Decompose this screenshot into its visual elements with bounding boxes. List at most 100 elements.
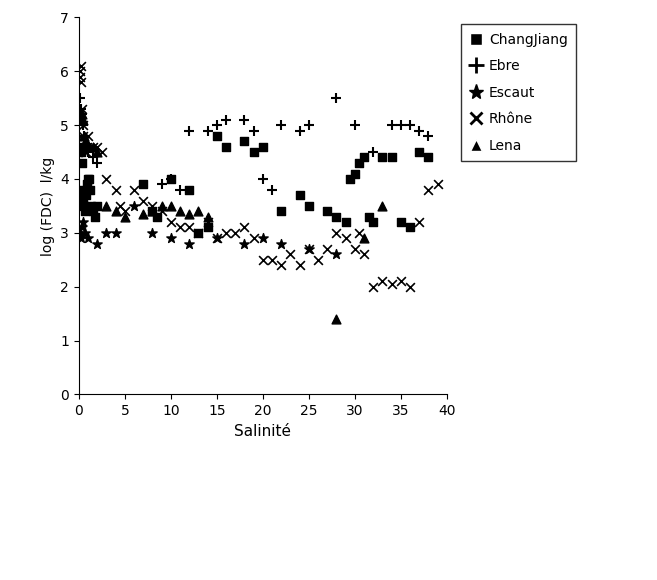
Rhône (423, 185, 434, 194)
Escaut (276, 239, 286, 248)
Rhône (87, 142, 98, 151)
Ebre (267, 185, 277, 194)
ChangJiang (184, 185, 194, 194)
Rhône (120, 206, 130, 216)
Escaut (110, 228, 121, 237)
Escaut (184, 239, 194, 248)
Escaut (92, 239, 102, 248)
Rhône (76, 61, 86, 71)
Ebre (276, 121, 286, 130)
Escaut (239, 239, 250, 248)
ChangJiang (193, 228, 204, 237)
Ebre (92, 158, 102, 168)
Rhône (129, 185, 139, 194)
Ebre (202, 126, 213, 135)
Rhône (81, 147, 91, 157)
ChangJiang (221, 142, 231, 151)
Rhône (359, 250, 369, 259)
ChangJiang (83, 175, 93, 184)
ChangJiang (345, 175, 355, 184)
Lena (87, 142, 98, 151)
Rhône (74, 67, 85, 76)
ChangJiang (80, 206, 91, 216)
Ebre (331, 93, 342, 103)
Lena (359, 234, 369, 243)
Rhône (294, 260, 305, 270)
ChangJiang (76, 147, 86, 157)
Lena (110, 206, 121, 216)
Ebre (414, 126, 424, 135)
Rhône (212, 234, 222, 243)
Rhône (193, 228, 204, 237)
Ebre (221, 115, 231, 124)
ChangJiang (239, 137, 250, 146)
Rhône (82, 142, 93, 151)
Escaut (258, 234, 268, 243)
Rhône (221, 228, 231, 237)
Rhône (76, 77, 86, 86)
ChangJiang (85, 185, 95, 194)
Escaut (129, 201, 139, 211)
Ebre (304, 121, 314, 130)
Rhône (76, 104, 87, 114)
ChangJiang (78, 185, 88, 194)
ChangJiang (276, 206, 286, 216)
Rhône (386, 280, 397, 289)
Rhône (304, 244, 314, 253)
Rhône (313, 255, 323, 264)
ChangJiang (152, 212, 162, 222)
Rhône (115, 201, 125, 211)
ChangJiang (363, 212, 374, 222)
Escaut (83, 234, 93, 243)
Escaut (212, 234, 222, 243)
ChangJiang (212, 131, 222, 140)
ChangJiang (405, 223, 415, 232)
Ebre (83, 147, 93, 157)
Rhône (147, 201, 158, 211)
Escaut (166, 234, 176, 243)
Rhône (83, 131, 93, 140)
ChangJiang (78, 190, 89, 200)
Lena (138, 209, 148, 219)
Ebre (74, 93, 85, 103)
ChangJiang (78, 196, 89, 205)
Rhône (230, 228, 240, 237)
Rhône (340, 234, 351, 243)
Lena (175, 206, 185, 216)
Ebre (350, 121, 360, 130)
ChangJiang (294, 190, 305, 200)
Ebre (405, 121, 415, 130)
Lena (166, 201, 176, 211)
Ebre (166, 175, 176, 184)
Ebre (175, 185, 185, 194)
ChangJiang (85, 201, 96, 211)
Rhône (354, 228, 365, 237)
Ebre (239, 115, 250, 124)
Lena (147, 206, 158, 216)
ChangJiang (386, 153, 397, 162)
ChangJiang (81, 190, 91, 200)
ChangJiang (368, 218, 378, 227)
ChangJiang (322, 206, 332, 216)
Lena (120, 212, 130, 222)
Lena (331, 314, 342, 324)
Ebre (87, 153, 98, 162)
Escaut (147, 228, 158, 237)
ChangJiang (359, 153, 369, 162)
Rhône (414, 218, 424, 227)
Rhône (331, 228, 342, 237)
ChangJiang (138, 180, 148, 189)
Rhône (202, 218, 213, 227)
Rhône (80, 147, 91, 157)
ChangJiang (79, 201, 89, 211)
Rhône (97, 147, 107, 157)
Escaut (331, 250, 342, 259)
Rhône (432, 180, 443, 189)
Rhône (258, 255, 268, 264)
Rhône (175, 223, 185, 232)
ChangJiang (202, 223, 213, 232)
Ebre (156, 180, 167, 189)
Ebre (78, 121, 89, 130)
Rhône (110, 185, 121, 194)
ChangJiang (90, 212, 101, 222)
